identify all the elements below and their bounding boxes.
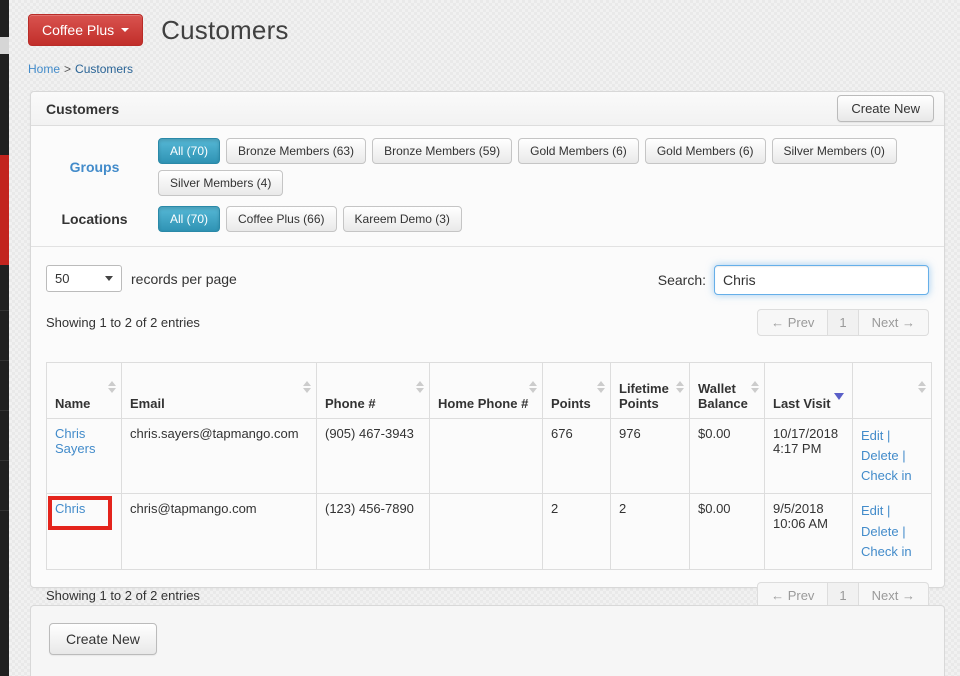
delete-link[interactable]: Delete <box>861 523 899 539</box>
location-dropdown-label: Coffee Plus <box>42 22 115 38</box>
last-visit-cell: 10/17/2018 4:17 PM <box>764 417 853 495</box>
sort-both-icon <box>303 381 311 393</box>
group-filter-all[interactable]: All (70) <box>158 138 221 164</box>
sort-both-icon <box>529 381 537 393</box>
actions-cell: Edit | Delete | Check in <box>852 417 932 495</box>
sort-both-icon <box>751 381 759 393</box>
showing-entries-top: Showing 1 to 2 of 2 entries <box>46 315 200 330</box>
group-filter-silver-4[interactable]: Silver Members (4) <box>158 170 284 196</box>
points-cell: 676 <box>542 417 611 495</box>
customers-panel: Customers Create New Groups All (70) Bro… <box>30 91 945 609</box>
group-filter-gold-2[interactable]: Gold Members (6) <box>644 138 766 164</box>
page-number-button[interactable]: 1 <box>828 309 859 336</box>
search-label: Search: <box>657 272 706 288</box>
table-row: Chris Sayers chris.sayers@tapmango.com (… <box>46 417 932 495</box>
sort-both-icon <box>597 381 605 393</box>
collapsed-sidebar[interactable] <box>0 0 9 676</box>
location-dropdown-button[interactable]: Coffee Plus <box>28 14 144 46</box>
search-input[interactable] <box>714 265 929 295</box>
phone-cell: (905) 467-3943 <box>316 417 430 495</box>
pagination-top: ← Prev 1 Next → <box>757 309 929 336</box>
lifetime-points-cell: 976 <box>610 417 690 495</box>
table-row: Chris chris@tapmango.com (123) 456-7890 … <box>46 493 932 570</box>
customer-name-link[interactable]: Chris Sayers <box>55 426 96 456</box>
caret-down-icon <box>121 28 130 32</box>
column-header-wallet-balance[interactable]: Wallet Balance <box>689 362 765 419</box>
records-per-page-label: records per page <box>131 270 237 287</box>
lifetime-points-cell: 2 <box>610 493 690 570</box>
column-header-lifetime-points[interactable]: Lifetime Points <box>610 362 690 419</box>
group-filter-bronze-59[interactable]: Bronze Members (59) <box>372 138 513 164</box>
location-filter-coffee-plus[interactable]: Coffee Plus (66) <box>226 206 337 232</box>
home-phone-cell <box>429 493 543 570</box>
edit-link[interactable]: Edit <box>861 428 884 443</box>
customers-table: Name Email Phone # Home Phone # Points L… <box>46 362 932 570</box>
showing-entries-bottom: Showing 1 to 2 of 2 entries <box>46 587 200 603</box>
group-filter-silver-0[interactable]: Silver Members (0) <box>771 138 897 164</box>
breadcrumb: Home > Customers <box>28 62 133 76</box>
records-per-page-value: 50 <box>55 271 70 286</box>
column-header-home-phone[interactable]: Home Phone # <box>429 362 543 419</box>
breadcrumb-home-link[interactable]: Home <box>28 62 61 76</box>
sort-both-icon <box>918 381 926 393</box>
create-new-button-top[interactable]: Create New <box>837 95 934 122</box>
sidebar-scroll-thumb[interactable] <box>0 37 9 54</box>
sort-both-icon <box>416 381 424 393</box>
prev-page-button[interactable]: ← Prev <box>757 309 829 336</box>
home-phone-cell <box>429 417 543 495</box>
filters-section: Groups All (70) Bronze Members (63) Bron… <box>31 126 944 247</box>
sort-both-icon <box>676 381 684 393</box>
panel-header: Customers Create New <box>31 92 944 126</box>
check-in-link[interactable]: Check in <box>861 543 912 559</box>
create-new-button-bottom[interactable]: Create New <box>49 623 157 655</box>
group-filter-gold-1[interactable]: Gold Members (6) <box>518 138 639 164</box>
customer-name-link[interactable]: Chris <box>55 501 86 517</box>
groups-filter-row: Groups All (70) Bronze Members (63) Bron… <box>46 138 929 196</box>
next-page-button[interactable]: Next → <box>858 309 929 336</box>
footer-panel: Create New <box>30 605 945 676</box>
wallet-balance-cell: $0.00 <box>689 493 765 570</box>
group-filter-bronze-63[interactable]: Bronze Members (63) <box>226 138 367 164</box>
groups-label: Groups <box>69 159 120 175</box>
page-title: Customers <box>161 14 289 45</box>
table-header-row: Name Email Phone # Home Phone # Points L… <box>46 362 932 419</box>
breadcrumb-current: Customers <box>75 62 134 76</box>
column-header-points[interactable]: Points <box>542 362 611 419</box>
actions-cell: Edit | Delete | Check in <box>852 493 932 570</box>
wallet-balance-cell: $0.00 <box>689 417 765 495</box>
records-per-page-select[interactable]: 50 <box>46 265 122 292</box>
select-caret-icon <box>105 276 113 281</box>
column-header-last-visit[interactable]: Last Visit <box>764 362 853 419</box>
edit-link[interactable]: Edit <box>861 503 884 519</box>
breadcrumb-separator: > <box>64 62 72 76</box>
column-header-email[interactable]: Email <box>121 362 317 419</box>
email-cell: chris@tapmango.com <box>121 493 317 570</box>
check-in-link[interactable]: Check in <box>861 468 912 484</box>
next-page-button[interactable]: Next → <box>858 581 929 609</box>
column-header-phone[interactable]: Phone # <box>316 362 430 419</box>
top-header: Coffee Plus Customers <box>28 14 289 46</box>
location-filter-kareem-demo[interactable]: Kareem Demo (3) <box>342 206 462 232</box>
points-cell: 2 <box>542 493 611 570</box>
sidebar-active-item-marker <box>0 155 9 265</box>
panel-title: Customers <box>46 100 120 117</box>
column-header-actions[interactable] <box>852 362 932 419</box>
delete-link[interactable]: Delete <box>861 448 899 464</box>
location-filter-all[interactable]: All (70) <box>158 206 221 232</box>
table-content-area: 50 records per page Search: Showing 1 to… <box>31 247 944 609</box>
column-header-name[interactable]: Name <box>46 362 122 419</box>
sort-both-icon <box>108 381 116 393</box>
locations-label: Locations <box>61 211 128 227</box>
last-visit-cell: 9/5/2018 10:06 AM <box>764 493 853 570</box>
locations-filter-row: Locations All (70) Coffee Plus (66) Kare… <box>46 206 929 232</box>
phone-cell: (123) 456-7890 <box>316 493 430 570</box>
sort-descending-icon <box>834 393 844 400</box>
email-cell: chris.sayers@tapmango.com <box>121 417 317 495</box>
